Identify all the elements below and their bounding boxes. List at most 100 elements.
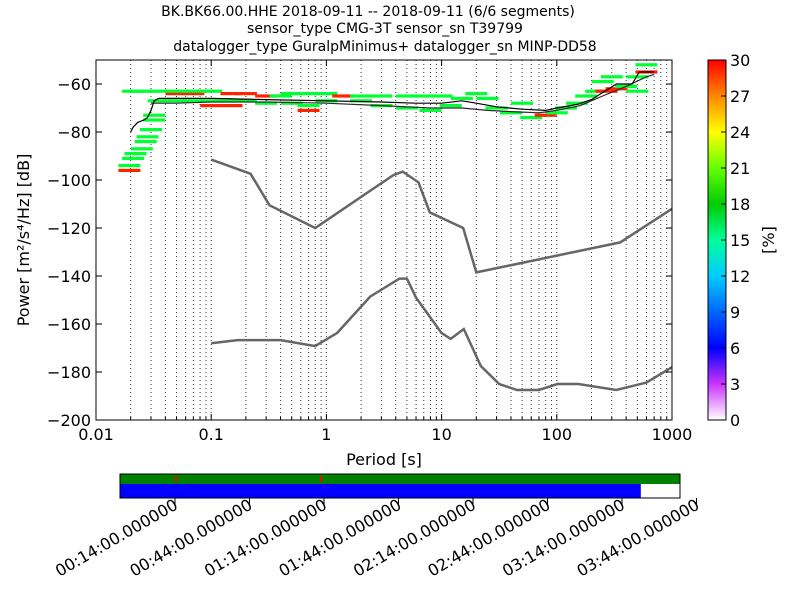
x-tick-label: 0.01 bbox=[78, 425, 114, 444]
time-tick-label: 02:44:00.000000 bbox=[424, 495, 553, 580]
coverage-gap-2 bbox=[320, 476, 322, 482]
histogram-cell bbox=[600, 75, 623, 79]
colorbar-tick-label: 27 bbox=[730, 87, 750, 106]
histogram-cell bbox=[130, 89, 153, 93]
histogram-cell bbox=[575, 94, 598, 98]
histogram-cell bbox=[465, 92, 488, 96]
title-line-3: datalogger_type GuralpMinimus+ datalogge… bbox=[173, 39, 596, 55]
histogram-cell bbox=[370, 94, 393, 98]
histogram-cell bbox=[545, 111, 568, 115]
colorbar-tick-label: 12 bbox=[730, 267, 750, 286]
histogram-cell bbox=[255, 101, 278, 105]
x-tick-label: 1000 bbox=[652, 425, 693, 444]
y-axis: −60 −80 −100 −120 −140 −160 −180 −200 bbox=[47, 75, 672, 430]
histogram-cell bbox=[220, 104, 243, 108]
histogram-cell bbox=[220, 92, 243, 96]
time-tick-label: 01:14:00.000000 bbox=[201, 495, 330, 580]
histogram-cell bbox=[605, 87, 628, 91]
histogram-cell bbox=[182, 99, 205, 103]
time-tick-label: 02:14:00.000000 bbox=[350, 495, 479, 580]
colorbar-tick-label: 9 bbox=[730, 303, 740, 322]
x-axis-label: Period [s] bbox=[346, 450, 422, 469]
histogram-cell bbox=[439, 104, 462, 108]
nhnm-curve bbox=[210, 158, 673, 274]
histogram-cell bbox=[595, 89, 618, 93]
histogram-cell bbox=[122, 156, 145, 160]
histogram-cell bbox=[297, 92, 320, 96]
y-tick-label: −60 bbox=[57, 75, 91, 94]
y-tick-label: −120 bbox=[47, 219, 91, 238]
histogram-cell bbox=[450, 96, 473, 100]
colorbar-tick-label: 21 bbox=[730, 159, 750, 178]
x-tick-label: 0.1 bbox=[198, 425, 223, 444]
histogram-cell bbox=[297, 108, 320, 112]
colorbar-tick-label: 3 bbox=[730, 375, 740, 394]
time-tick-label: 01:44:00.000000 bbox=[275, 495, 404, 580]
plot-area bbox=[96, 60, 672, 420]
histogram-cell bbox=[499, 111, 522, 115]
histogram-cell bbox=[280, 101, 303, 105]
histogram-cell bbox=[139, 128, 162, 132]
y-axis-label: Power [m²/s⁴/Hz] [dB] bbox=[14, 154, 33, 327]
x-tick-label: 10 bbox=[431, 425, 451, 444]
histogram-cell bbox=[134, 140, 157, 144]
colorbar-tick-label: 0 bbox=[730, 411, 740, 430]
histogram-cell bbox=[511, 101, 534, 105]
histogram-cell bbox=[147, 89, 170, 93]
histogram-cells bbox=[118, 63, 658, 172]
histogram-cell bbox=[591, 80, 614, 84]
coverage-gap-1 bbox=[175, 476, 177, 482]
histogram-cell bbox=[395, 94, 418, 98]
grid bbox=[130, 60, 668, 420]
colorbar-tick-label: 24 bbox=[730, 123, 750, 142]
curves bbox=[130, 71, 673, 392]
histogram-cell bbox=[412, 94, 435, 98]
histogram-cell bbox=[182, 92, 205, 96]
histogram-cell bbox=[626, 75, 649, 79]
histogram-cell bbox=[118, 164, 141, 168]
time-tick-label: 03:44:00.000000 bbox=[573, 495, 702, 580]
histogram-cell bbox=[124, 152, 147, 156]
histogram-cell bbox=[350, 94, 373, 98]
figure-title: BK.BK66.00.HHE 2018-09-11 -- 2018-09-11 … bbox=[161, 4, 597, 55]
histogram-cell bbox=[165, 92, 188, 96]
colorbar-ticks: 0 3 6 9 12 15 18 21 24 27 30 bbox=[721, 51, 750, 430]
y-tick-label: −180 bbox=[47, 363, 91, 382]
histogram-cell bbox=[520, 116, 543, 120]
y-tick-label: −200 bbox=[47, 411, 91, 430]
histogram-cell bbox=[165, 89, 188, 93]
histogram-cell bbox=[395, 106, 418, 110]
y-tick-label: −160 bbox=[47, 315, 91, 334]
histogram-cell bbox=[635, 63, 658, 67]
title-line-1: BK.BK66.00.HHE 2018-09-11 -- 2018-09-11 … bbox=[161, 4, 575, 20]
histogram-cell bbox=[143, 113, 166, 117]
mode-curve bbox=[130, 71, 655, 133]
time-tick-label: 00:14:00.000000 bbox=[52, 495, 181, 580]
histogram-cell bbox=[332, 94, 355, 98]
histogram-cell bbox=[297, 104, 320, 108]
time-bar-frame bbox=[119, 473, 681, 499]
histogram-cell bbox=[136, 135, 159, 139]
colorbar-label: [%] bbox=[759, 226, 778, 254]
histogram-cell bbox=[200, 89, 223, 93]
mean-curve bbox=[151, 73, 655, 114]
histogram-cell bbox=[430, 94, 453, 98]
colorbar-tick-label: 6 bbox=[730, 339, 740, 358]
colorbar-tick-label: 18 bbox=[730, 195, 750, 214]
y-tick-label: −100 bbox=[47, 171, 91, 190]
histogram-cell bbox=[200, 99, 223, 103]
time-tick-label: 03:14:00.000000 bbox=[499, 495, 628, 580]
y-tick-label: −140 bbox=[47, 267, 91, 286]
histogram-cell bbox=[269, 94, 292, 98]
histogram-cell bbox=[143, 118, 166, 122]
histogram-cell bbox=[476, 96, 499, 100]
histogram-cell bbox=[234, 99, 257, 103]
histogram-cell bbox=[419, 108, 442, 112]
time-coverage-bar: 00:14:00.00000000:44:00.00000001:14:00.0… bbox=[52, 473, 703, 580]
histogram-cell bbox=[147, 99, 170, 103]
histogram-cell bbox=[534, 113, 557, 117]
x-tick-label: 100 bbox=[542, 425, 573, 444]
title-line-2: sensor_type CMG-3T sensor_sn T39799 bbox=[247, 21, 523, 37]
coverage-strip bbox=[120, 474, 680, 484]
